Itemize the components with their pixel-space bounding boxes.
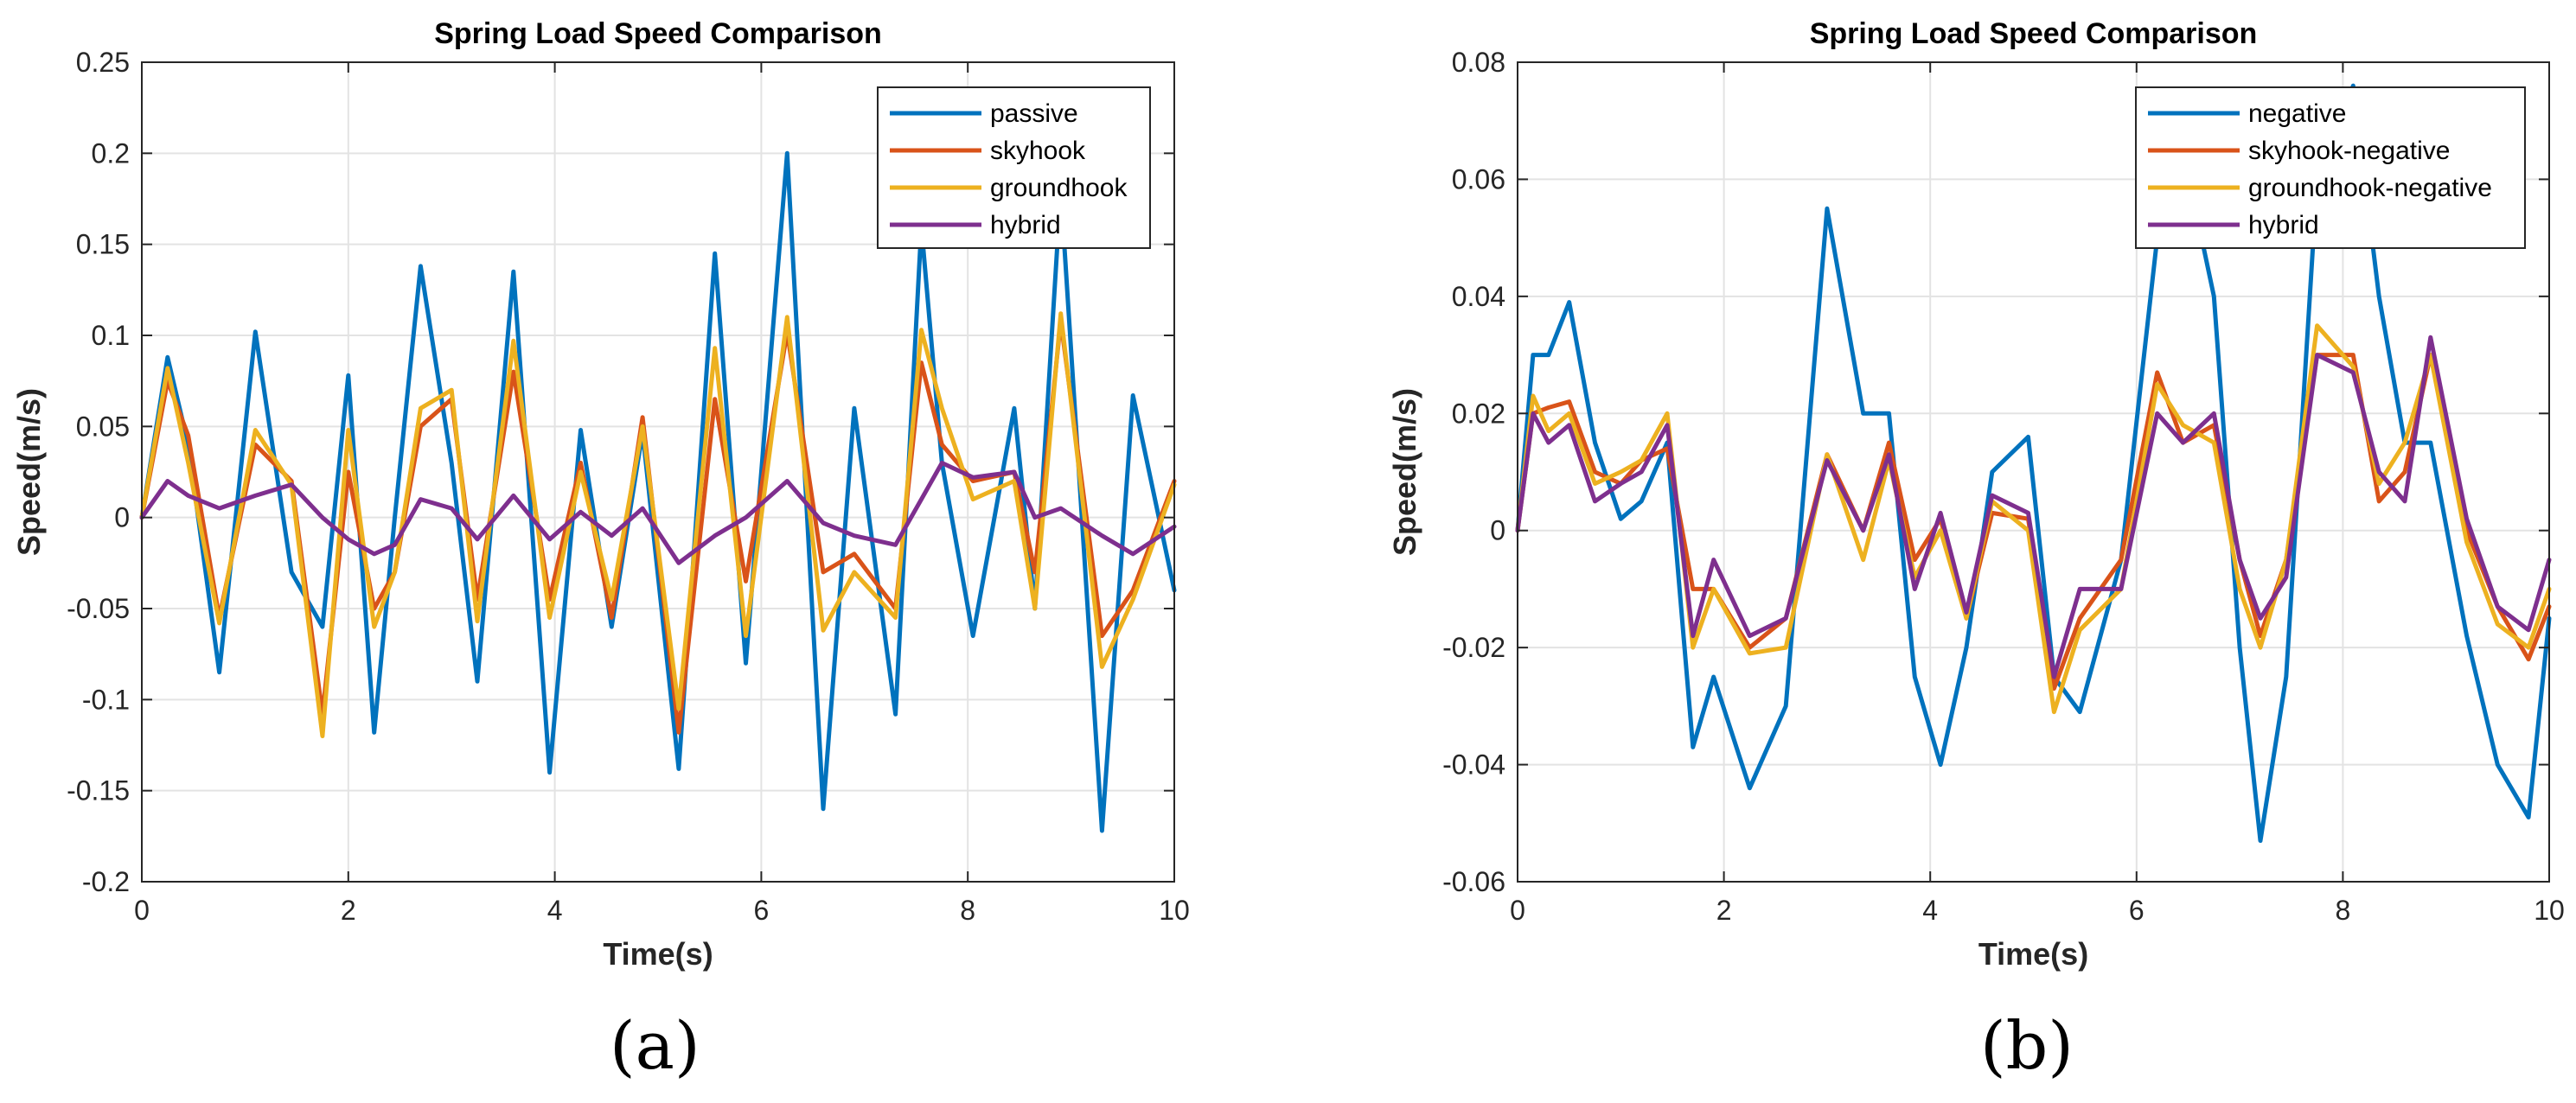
legend-label-groundhook: groundhook	[990, 174, 1128, 202]
series-line-hybrid	[139, 461, 1177, 565]
series-line-negative	[1515, 83, 2552, 844]
chart-title: Spring Load Speed Comparison	[1810, 17, 2258, 50]
legend-label-skyhook-negative: skyhook-negative	[2248, 137, 2450, 165]
legend-label-negative: negative	[2248, 99, 2346, 128]
axes-frame	[141, 61, 1175, 883]
x-tick-label: 2	[1716, 895, 1732, 926]
panel-label-a: (a)	[610, 1007, 700, 1084]
x-tick-label: 10	[1159, 895, 1190, 926]
y-axis-label: Speed(m/s)	[11, 388, 47, 556]
y-tick-label: -0.15	[67, 775, 130, 807]
panel-label-b: (b)	[1980, 1007, 2074, 1084]
y-tick-label: 0	[114, 502, 130, 533]
y-tick-label: -0.2	[82, 866, 130, 897]
y-tick-label: 0.1	[92, 320, 130, 351]
x-tick-label: 6	[754, 895, 770, 926]
y-tick-label: -0.05	[67, 593, 130, 624]
y-tick-label: 0.15	[76, 229, 130, 260]
legend-label-hybrid: hybrid	[2248, 211, 2319, 239]
x-tick-label: 4	[547, 895, 563, 926]
y-tick-label: 0	[1490, 515, 1505, 546]
series-line-hybrid	[1515, 335, 2552, 679]
legend-label-hybrid: hybrid	[990, 211, 1061, 239]
y-tick-label: 0.04	[1452, 281, 1505, 312]
series-line-groundhook	[139, 311, 1177, 738]
x-tick-label: 10	[2534, 895, 2565, 926]
y-tick-label: 0.05	[76, 411, 130, 442]
y-tick-label: 0.02	[1452, 398, 1505, 429]
y-tick-label: -0.02	[1442, 632, 1505, 663]
x-tick-label: 4	[1922, 895, 1938, 926]
y-tick-label: 0.08	[1452, 47, 1505, 78]
y-tick-label: 0.25	[76, 47, 130, 78]
x-tick-label: 6	[2129, 895, 2145, 926]
y-tick-label: 0.06	[1452, 163, 1505, 194]
y-tick-label: 0.2	[92, 137, 130, 169]
legend: passive skyhook groundhook hybrid	[877, 86, 1151, 249]
y-tick-label: -0.06	[1442, 866, 1505, 897]
legend-label-skyhook: skyhook	[990, 137, 1086, 165]
series-line-groundhook-negative	[1515, 323, 2552, 715]
x-axis-label: Time(s)	[603, 936, 713, 972]
chart-title: Spring Load Speed Comparison	[434, 17, 882, 50]
x-tick-label: 2	[341, 895, 356, 926]
y-tick-label: -0.1	[82, 684, 130, 715]
x-tick-label: 8	[2336, 895, 2351, 926]
x-tick-label: 0	[1510, 895, 1525, 926]
legend-label-groundhook-negative: groundhook-negative	[2248, 174, 2492, 202]
chart-a: 0 2 4 6 8 10 -0.2 -0.15 -0.1 -0.05 0 0.05 0.1 0.15 0.2…	[11, 17, 1190, 972]
axes-frame	[1517, 61, 2550, 883]
legend: negative skyhook-negative groundhook-negat…	[2135, 86, 2526, 249]
y-tick-label: -0.04	[1442, 749, 1505, 781]
legend-label-passive: passive	[990, 99, 1078, 128]
x-axis-label: Time(s)	[1978, 936, 2088, 972]
x-tick-label: 0	[134, 895, 150, 926]
x-tick-label: 8	[960, 895, 975, 926]
y-axis-label: Speed(m/s)	[1387, 388, 1422, 556]
chart-b: 0 2 4 6 8 10 -0.06 -0.04 -0.02 0 0.02 0.04 0.06 0.08 S…	[1387, 17, 2565, 972]
